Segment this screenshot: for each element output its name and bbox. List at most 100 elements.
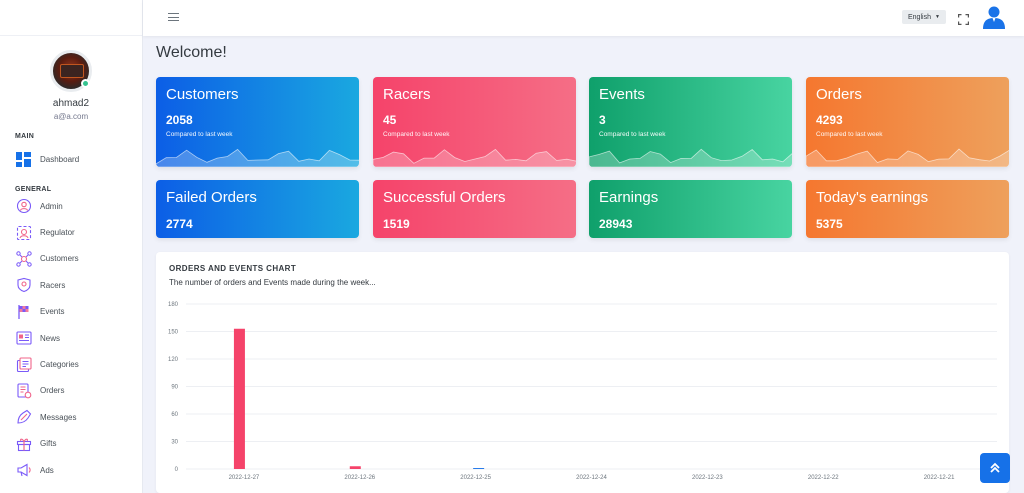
stat-value: 3 — [599, 113, 606, 127]
page-title: Welcome! — [156, 44, 227, 61]
stat-card-today-s-earnings[interactable]: Today's earnings 5375 — [806, 180, 1009, 238]
sidebar-item-dashboard[interactable]: Dashboard — [0, 146, 142, 172]
sidebar-item-gifts[interactable]: Gifts — [0, 431, 142, 457]
stat-card-customers[interactable]: Customers 2058 Compared to last week — [156, 77, 359, 167]
sidebar-item-label: Dashboard — [40, 154, 80, 164]
y-tick-label: 120 — [168, 357, 179, 363]
messages-icon — [15, 409, 32, 426]
profile-name: ahmad2 — [52, 98, 90, 109]
stat-title: Orders — [816, 86, 862, 103]
categories-icon — [15, 356, 32, 373]
avatar-image — [60, 64, 84, 78]
stat-value: 4293 — [816, 113, 843, 127]
language-label: English — [908, 13, 931, 21]
stat-title: Earnings — [599, 189, 659, 206]
y-tick-label: 30 — [171, 440, 178, 446]
sidebar: ahmad2 a@a.com MAIN Dashboard GENERAL Ad… — [0, 0, 143, 493]
menu-toggle-icon[interactable] — [168, 13, 179, 22]
x-tick-label: 2022-12-24 — [576, 475, 607, 481]
sparkline-wave — [806, 148, 1009, 167]
stat-title: Customers — [166, 86, 239, 103]
stat-title: Events — [599, 86, 645, 103]
sidebar-item-messages[interactable]: Messages — [0, 404, 142, 430]
topbar: English ▼ — [143, 0, 1024, 36]
sidebar-item-admin[interactable]: Admin — [0, 193, 142, 219]
x-tick-label: 2022-12-23 — [692, 475, 723, 481]
sidebar-item-label: Racers — [40, 280, 66, 290]
chart-bar — [233, 328, 245, 469]
stat-card-events[interactable]: Events 3 Compared to last week — [589, 77, 792, 167]
stat-title: Failed Orders — [166, 189, 257, 206]
chart-subtitle: The number of orders and Events made dur… — [169, 278, 376, 287]
stat-value: 45 — [383, 113, 397, 127]
sidebar-item-ads[interactable]: Ads — [0, 457, 142, 483]
stat-title: Successful Orders — [383, 189, 506, 206]
y-tick-label: 90 — [171, 385, 178, 391]
news-icon — [15, 330, 32, 347]
bar-chart: 0 30 60 90 120 150 180 2022-12-27 2022-12-26 2022… — [168, 302, 997, 481]
sidebar-item-categories[interactable]: Categories — [0, 351, 142, 377]
avatar[interactable] — [50, 50, 92, 92]
sidebar-item-label: Messages — [40, 412, 77, 422]
back-to-top-button[interactable] — [980, 453, 1010, 483]
sidebar-item-regulator[interactable]: Regulator — [0, 219, 142, 245]
stat-comparison: Compared to last week — [816, 131, 883, 138]
menu-section-main: MAIN — [15, 133, 35, 140]
stat-card-failed-orders[interactable]: Failed Orders 2774 — [156, 180, 359, 238]
stat-value: 2774 — [166, 217, 193, 231]
profile-email: a@a.com — [53, 112, 89, 121]
stat-value: 28943 — [599, 217, 633, 231]
gifts-icon — [15, 435, 32, 452]
sidebar-item-label: Ads — [40, 465, 54, 475]
chevron-down-icon: ▼ — [934, 14, 940, 20]
sidebar-item-label: Regulator — [40, 228, 75, 238]
sidebar-item-label: Categories — [40, 360, 79, 370]
sidebar-item-customers[interactable]: Customers — [0, 246, 142, 272]
y-tick-label: 0 — [175, 467, 179, 473]
sparkline-wave — [156, 148, 359, 167]
sidebar-item-label: Admin — [40, 201, 63, 211]
sidebar-item-label: Customers — [40, 254, 79, 264]
admin-icon — [15, 198, 32, 215]
y-tick-label: 180 — [168, 302, 179, 308]
chevron-up-icon — [990, 462, 1000, 473]
sparkline-wave — [589, 148, 792, 167]
regulator-icon — [15, 224, 32, 241]
x-tick-label: 2022-12-25 — [460, 475, 491, 481]
sidebar-logo-area — [0, 0, 142, 36]
stat-comparison: Compared to last week — [599, 131, 666, 138]
menu-section-general: GENERAL — [15, 186, 52, 193]
stat-value: 1519 — [383, 217, 410, 231]
stat-card-racers[interactable]: Racers 45 Compared to last week — [373, 77, 576, 167]
racers-icon — [15, 277, 32, 294]
sidebar-item-label: Events — [40, 307, 65, 317]
sidebar-item-label: News — [40, 333, 61, 343]
dashboard-icon — [15, 151, 32, 168]
fullscreen-icon[interactable] — [958, 12, 969, 25]
stat-value: 5375 — [816, 217, 843, 231]
stat-comparison: Compared to last week — [383, 131, 450, 138]
y-tick-label: 60 — [171, 412, 178, 418]
sidebar-item-events[interactable]: Events — [0, 299, 142, 325]
stat-card-earnings[interactable]: Earnings 28943 — [589, 180, 792, 238]
sidebar-item-racers[interactable]: Racers — [0, 272, 142, 298]
stat-title: Racers — [383, 86, 431, 103]
user-profile: ahmad2 a@a.com — [0, 36, 142, 121]
orders-icon — [15, 382, 32, 399]
orders-events-chart: ORDERS AND EVENTS CHART The number of or… — [156, 252, 1009, 493]
sidebar-item-orders[interactable]: Orders — [0, 378, 142, 404]
y-tick-label: 150 — [168, 330, 179, 336]
online-status-dot — [81, 79, 90, 88]
ads-icon — [15, 462, 32, 479]
sidebar-item-label: Gifts — [40, 439, 57, 449]
language-dropdown[interactable]: English ▼ — [902, 10, 946, 24]
stat-value: 2058 — [166, 113, 193, 127]
stat-card-successful-orders[interactable]: Successful Orders 1519 — [373, 180, 576, 238]
sidebar-item-news[interactable]: News — [0, 325, 142, 351]
user-menu-icon[interactable] — [983, 5, 1005, 29]
stat-card-orders[interactable]: Orders 4293 Compared to last week — [806, 77, 1009, 167]
x-tick-label: 2022-12-21 — [924, 475, 955, 481]
chart-bar — [349, 466, 361, 469]
x-tick-label: 2022-12-27 — [229, 475, 260, 481]
sidebar-item-label: Orders — [40, 386, 65, 396]
